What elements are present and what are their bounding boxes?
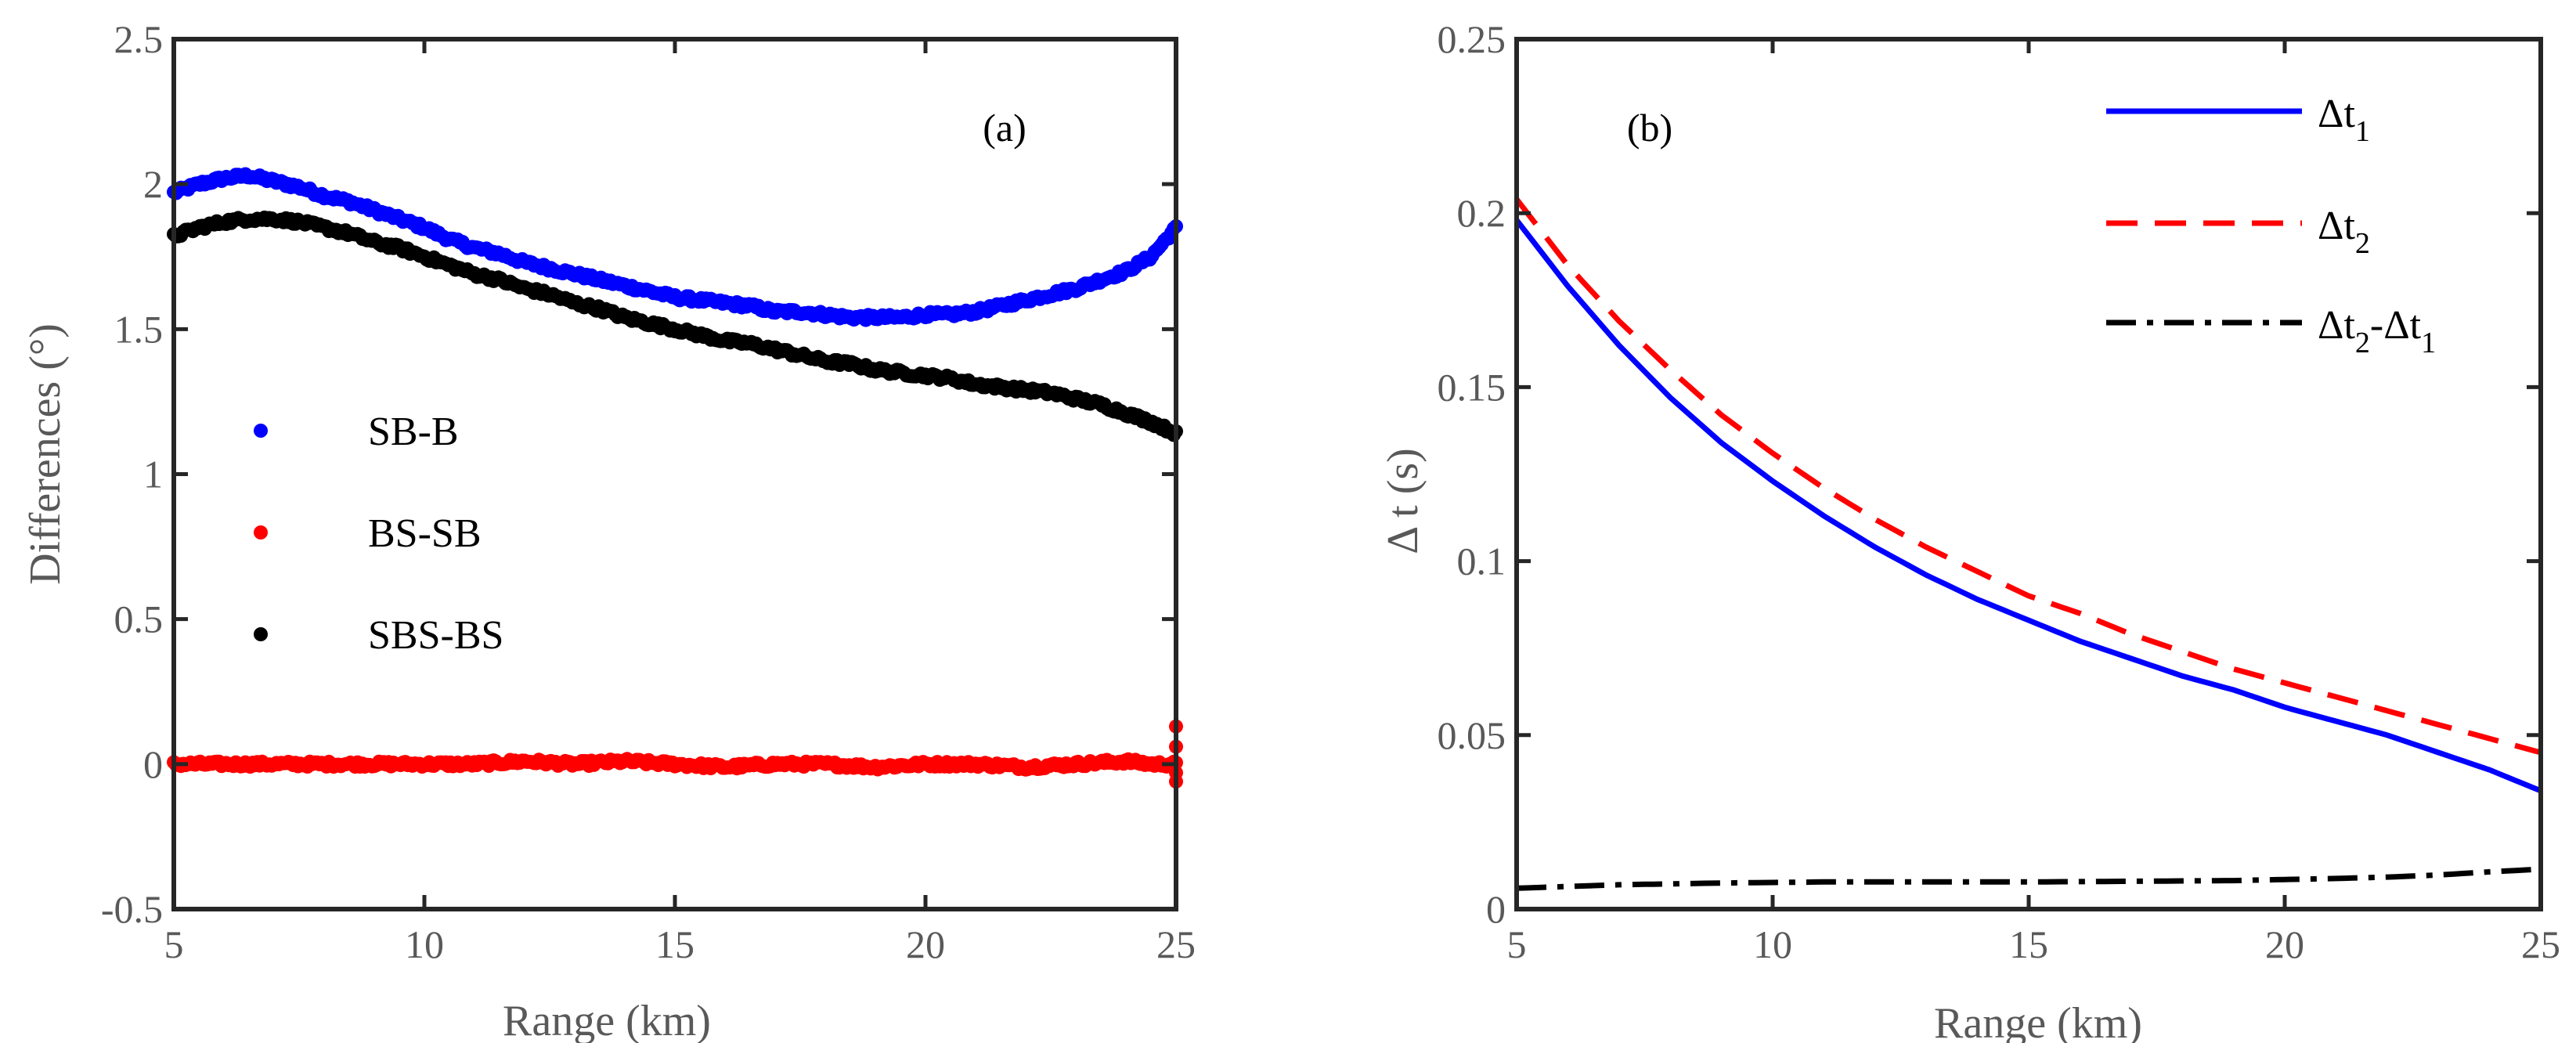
legend-label-sbs-bs: SBS-BS — [368, 613, 503, 658]
panel-a-axes-box — [171, 37, 1178, 911]
panel-a-ylabel: Differences (°) — [21, 323, 70, 585]
panel-b-xtick-label: 25 — [2521, 922, 2560, 966]
legend-label-dt2-dt1: Δt2-Δt1 — [2318, 303, 2436, 359]
legend-label-dt1-main: Δt — [2318, 92, 2355, 136]
series-bs-sb — [167, 719, 1183, 789]
panel-a-ytick-label: 1 — [143, 453, 163, 496]
panel-a-ytick-label: -0.5 — [101, 887, 163, 931]
panel-b-legend: Δt1 Δt2 Δt2-Δt1 — [2106, 92, 2436, 359]
panel-b-xtick-label: 15 — [2009, 922, 2048, 966]
series-sb-b — [167, 167, 1183, 327]
panel-b-xtick-label: 10 — [1753, 922, 1792, 966]
legend-label-dt2-sub: 2 — [2355, 227, 2370, 260]
panel-b-ylabel: Δ t (s) — [1379, 448, 1427, 554]
series-line-2 — [1514, 197, 2542, 756]
panel-a-xtick-label: 10 — [405, 922, 444, 966]
panel-b-xtick-label: 5 — [1507, 922, 1527, 966]
legend-label-sb-b: SB-B — [368, 410, 459, 454]
legend-label-dt2-dt1-main: Δt — [2318, 303, 2355, 348]
panel-b-xlabel: Range (km) — [1934, 999, 2142, 1043]
panel-b: Δ t (s) Range (km) (b) 5 10 15 20 25 0 0.05 0.1… — [1379, 17, 2560, 1043]
legend-label-dt2-dt1-mid: -Δt — [2370, 303, 2422, 348]
legend-label-dt2: Δt2 — [2318, 204, 2370, 260]
panel-b-axes-box — [1514, 37, 2543, 911]
panel-b-ytick-label: 0.05 — [1438, 713, 1506, 757]
legend-label-dt2-dt1-sub: 2 — [2355, 327, 2370, 359]
panel-b-xtick-label: 20 — [2265, 922, 2304, 966]
legend-marker-sb-b — [254, 424, 268, 438]
panel-b-ytick-label: 0.1 — [1457, 540, 1506, 583]
panel-b-label: (b) — [1627, 106, 1672, 150]
panel-a-xlabel: Range (km) — [503, 997, 711, 1043]
panel-b-ytick-label: 0 — [1486, 887, 1506, 931]
panel-a-xtick-label: 15 — [655, 922, 695, 966]
legend-marker-bs-sb — [254, 525, 268, 540]
panel-a-xtick-label: 20 — [906, 922, 945, 966]
series-line-1 — [1514, 218, 2542, 794]
legend-marker-sbs-bs — [254, 627, 268, 641]
panel-a-ytick-label: 2.5 — [114, 17, 164, 61]
legend-label-dt1-sub: 1 — [2355, 115, 2370, 148]
panel-a-xtick-label: 25 — [1156, 922, 1196, 966]
panel-b-ytick-label: 0.15 — [1438, 365, 1506, 409]
legend-label-bs-sb: BS-SB — [368, 511, 482, 556]
panel-b-ytick-label: 0.2 — [1457, 191, 1506, 235]
panel-a-ytick-label: 1.5 — [114, 307, 164, 351]
panel-a-legend: SB-B BS-SB SBS-BS — [254, 410, 503, 658]
panel-a-label: (a) — [983, 106, 1026, 150]
panel-a-xtick-label: 5 — [164, 922, 184, 966]
legend-label-dt2-dt1-sub2: 1 — [2421, 327, 2436, 359]
panel-a-ytick-label: 0 — [143, 742, 163, 786]
panel-b-ytick-label: 0.25 — [1438, 17, 1506, 61]
panel-a: Differences (°) Range (km) (a) 5 10 15 20 25… — [21, 17, 1196, 1043]
series-line-3 — [1516, 866, 2542, 891]
series-sbs-bs — [167, 210, 1183, 442]
panel-a-ytick-label: 2 — [143, 162, 163, 206]
panel-a-ytick-label: 0.5 — [114, 597, 164, 641]
legend-label-dt1: Δt1 — [2318, 92, 2370, 148]
legend-label-dt2-main: Δt — [2318, 204, 2355, 248]
